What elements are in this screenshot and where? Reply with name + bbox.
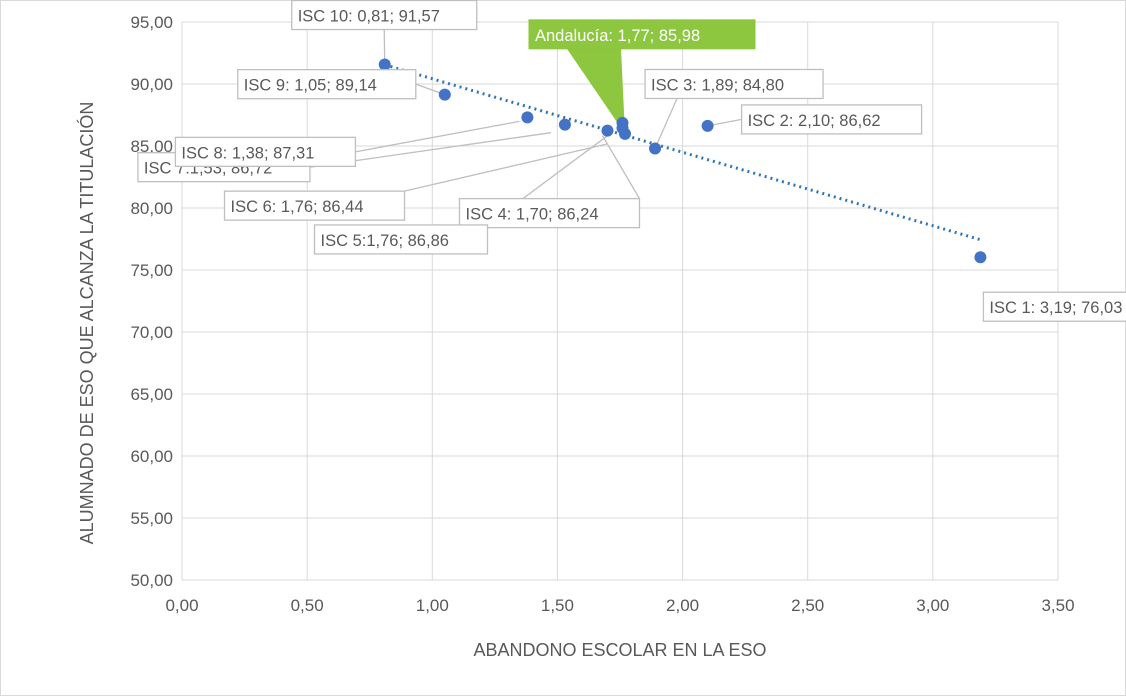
- x-tick-label: 1,00: [416, 596, 449, 615]
- highlight-callout-pointer: [567, 48, 626, 134]
- data-label: ISC 4: 1,70; 86,24: [465, 206, 598, 224]
- highlight-callout-layer: [567, 48, 626, 134]
- x-axis-title: ABANDONO ESCOLAR EN LA ESO: [473, 640, 766, 660]
- y-tick-label: 90,00: [130, 75, 173, 94]
- data-point: [701, 119, 714, 132]
- data-label: ISC 10: 0,81; 91,57: [298, 8, 440, 26]
- label-leader-line: [404, 143, 607, 192]
- y-axis-title: ALUMNADO DE ESO QUE ALCANZA LA TITULACIÓ…: [76, 102, 97, 545]
- data-label: ISC 5:1,76; 86,86: [321, 232, 449, 250]
- data-point: [974, 251, 987, 264]
- data-point: [521, 111, 534, 124]
- data-label-andalucia: Andalucía: 1,77; 85,98: [535, 27, 700, 45]
- x-tick-label: 0,50: [291, 596, 324, 615]
- y-tick-label: 50,00: [130, 571, 173, 590]
- trendline-layer: [384, 63, 981, 242]
- data-points: [378, 58, 987, 264]
- data-point: [438, 88, 451, 101]
- y-tick-label: 95,00: [130, 13, 173, 32]
- y-tick-label: 55,00: [130, 509, 173, 528]
- data-point: [601, 124, 614, 137]
- y-tick-label: 80,00: [130, 199, 173, 218]
- data-label: ISC 6: 1,76; 86,44: [231, 198, 364, 216]
- y-tick-label: 65,00: [130, 385, 173, 404]
- data-label-box: [313, 224, 489, 255]
- trendline: [384, 63, 981, 242]
- x-tick-labels: 0,00 0,50 1,00 1,50 2,00 2,50 3,00 3,50: [165, 596, 1074, 615]
- data-label: ISC 2: 2,10; 86,62: [748, 112, 881, 130]
- data-label-box: [740, 104, 923, 135]
- x-tick-label: 3,00: [916, 596, 949, 615]
- data-label-box: [237, 69, 417, 100]
- x-tick-label: 0,00: [165, 596, 198, 615]
- data-label: ISC 3: 1,89; 84,80: [651, 76, 784, 94]
- data-label-box: [458, 197, 641, 229]
- data-label: ISC 1: 3,19; 76,03: [989, 299, 1122, 317]
- data-label-box: [291, 0, 478, 31]
- y-tick-label: 75,00: [130, 261, 173, 280]
- x-tick-label: 2,00: [666, 596, 699, 615]
- data-label: ISC 9: 1,05; 89,14: [244, 77, 377, 95]
- data-point: [558, 118, 571, 131]
- data-point-andalucia: [619, 127, 632, 140]
- label-leader-line: [601, 135, 641, 199]
- data-point: [649, 142, 662, 155]
- data-label-box: [174, 136, 357, 168]
- data-label-box: [982, 291, 1126, 322]
- data-point: [378, 58, 391, 71]
- y-tick-label: 70,00: [130, 323, 173, 342]
- label-leader-line: [654, 98, 678, 149]
- data-label-box: [223, 190, 406, 221]
- label-leader-line: [355, 120, 520, 153]
- x-tick-label: 1,50: [541, 596, 574, 615]
- y-tick-label: 85,00: [130, 137, 173, 156]
- y-tick-labels: 50,00 55,00 60,00 65,00 70,00 75,00 80,00 85,00…: [130, 13, 173, 590]
- x-tick-label: 3,50: [1041, 596, 1074, 615]
- y-tick-label: 60,00: [130, 447, 173, 466]
- x-tick-label: 2,50: [791, 596, 824, 615]
- data-label-box: [644, 68, 824, 100]
- data-labels: ISC 1: 3,19; 76,03 ISC 2: 2,10; 86,62 ISC …: [137, 0, 1126, 322]
- data-label-box: [528, 19, 756, 50]
- data-label: ISC 8: 1,38; 87,31: [181, 144, 314, 162]
